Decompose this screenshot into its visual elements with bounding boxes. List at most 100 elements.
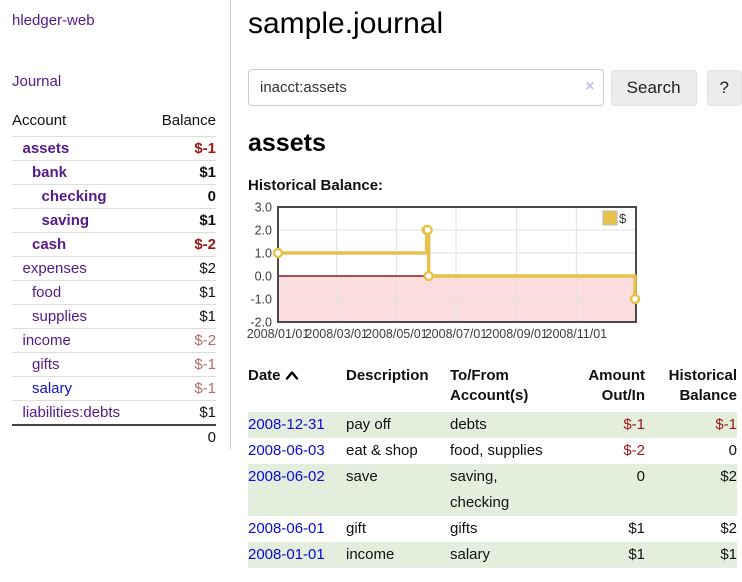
total-spacer <box>12 424 148 449</box>
register-header-row: Date Description To/From Account(s) Amou… <box>248 366 737 412</box>
transaction-amount: $-1 <box>623 416 645 433</box>
y-tick-label: 0.0 <box>255 270 272 284</box>
search-input[interactable] <box>248 69 604 106</box>
search-form: × Search ? <box>248 69 742 106</box>
account-link-supplies[interactable]: supplies <box>32 308 88 325</box>
transaction-balance: $2 <box>720 520 737 537</box>
data-point-marker <box>423 270 434 282</box>
transaction-accounts: saving, checking <box>450 468 510 511</box>
clear-search-icon[interactable]: × <box>585 78 595 95</box>
account-heading: assets <box>248 129 326 157</box>
y-tick-label: 2.0 <box>255 224 272 238</box>
chart-label: Historical Balance: <box>248 177 384 194</box>
page-title: sample.journal <box>248 7 444 40</box>
account-link-saving[interactable]: saving <box>41 212 90 229</box>
transaction-date-link[interactable]: 2008-06-03 <box>248 442 325 459</box>
transaction-balance: $-1 <box>715 416 737 433</box>
account-link-checking[interactable]: checking <box>41 188 107 205</box>
legend-swatch <box>602 210 618 226</box>
sidebar-item-journal[interactable]: Journal <box>12 73 62 90</box>
account-link-food[interactable]: food <box>32 284 62 301</box>
account-balance: $1 <box>147 280 216 305</box>
account-link-assets[interactable]: assets <box>22 140 70 157</box>
transaction-balance: $1 <box>720 546 737 563</box>
main-content: sample.journal × Search ? assets Histori… <box>247 0 742 568</box>
accounts-total-value: 0 <box>147 424 216 449</box>
x-tick-label: 2008/01/01 <box>247 327 310 341</box>
account-link-bank[interactable]: bank <box>32 164 68 181</box>
account-row: saving $1 <box>12 208 216 233</box>
register-row[interactable]: 2008-06-03 eat & shop food, supplies $-2 0 <box>248 438 737 464</box>
accounts-total-row: 0 <box>12 424 216 449</box>
transaction-date-link[interactable]: 2008-06-02 <box>248 468 325 485</box>
transaction-amount: $1 <box>628 546 645 563</box>
account-balance: $-1 <box>147 136 216 161</box>
transaction-description: pay off <box>346 416 391 433</box>
y-tick-label: -1.0 <box>250 293 272 307</box>
transaction-amount: $-2 <box>623 442 645 459</box>
transaction-accounts: debts <box>450 416 487 433</box>
transaction-balance: $2 <box>720 468 737 485</box>
account-row: supplies $1 <box>12 304 216 329</box>
brand-link[interactable]: hledger-web <box>12 12 95 29</box>
search-button[interactable]: Search <box>610 69 697 106</box>
account-column-header: Account <box>12 112 67 129</box>
account-row: bank $1 <box>12 160 216 185</box>
date-column-header[interactable]: Date <box>248 366 346 412</box>
register-row[interactable]: 2008-01-01 income salary $1 $1 <box>248 542 737 568</box>
balance-column-header: Balance <box>161 112 216 129</box>
register-row[interactable]: 2008-06-02 save saving, checking 0 $2 <box>248 464 737 516</box>
transaction-accounts: salary <box>450 546 491 563</box>
help-button[interactable]: ? <box>706 69 742 106</box>
transaction-balance: 0 <box>728 442 737 459</box>
sidebar: hledger-web Journal Account Balance asse… <box>0 0 231 449</box>
sort-chevron-up-icon <box>285 367 299 387</box>
account-link-expenses[interactable]: expenses <box>22 260 87 277</box>
account-balance: $1 <box>147 208 216 233</box>
transaction-date-link[interactable]: 2008-06-01 <box>248 520 325 537</box>
account-row: expenses $2 <box>12 256 216 281</box>
balance-column-header-main: Historical Balance <box>668 367 737 404</box>
account-link-gifts[interactable]: gifts <box>32 356 60 373</box>
account-row: salary $-1 <box>12 376 216 401</box>
y-tick-label: 3.0 <box>255 201 272 215</box>
x-tick-label: 2008/11/01 <box>546 327 608 341</box>
x-tick-label: 2008/03/01 <box>305 327 368 341</box>
account-row: liabilities:debts $1 <box>12 400 216 425</box>
historical-balance-chart: $3.0 2.0 1.0 0.0 -1.0 -2.0 2008/01/01 2008/03/0… <box>247 201 742 351</box>
account-link-salary[interactable]: salary <box>32 380 73 397</box>
account-table-header: Account Balance <box>12 110 216 137</box>
account-balance: $-2 <box>147 232 216 257</box>
transaction-description: gift <box>346 520 367 537</box>
account-balance: 0 <box>147 184 216 209</box>
accounts-column-header: To/From Account(s) <box>450 367 529 404</box>
transaction-description: income <box>346 546 395 563</box>
transaction-date-link[interactable]: 2008-12-31 <box>248 416 325 433</box>
account-row: cash $-2 <box>12 232 216 257</box>
account-balance: $-2 <box>147 328 216 353</box>
plot-border <box>277 206 637 323</box>
register-row[interactable]: 2008-06-01 gift gifts $1 $2 <box>248 516 737 542</box>
transaction-date-link[interactable]: 2008-01-01 <box>248 546 325 563</box>
data-point-marker <box>272 247 284 259</box>
account-balance: $1 <box>147 400 216 425</box>
account-row: assets $-1 <box>12 136 216 161</box>
transaction-description: save <box>346 468 378 485</box>
account-row: checking 0 <box>12 184 216 209</box>
x-tick-label: 2008/07/01 <box>425 327 488 341</box>
register-row[interactable]: 2008-12-31 pay off debts $-1 $-1 <box>248 412 737 438</box>
legend-label: $ <box>619 211 627 226</box>
account-link-income[interactable]: income <box>22 332 71 349</box>
transaction-accounts: gifts <box>450 520 478 537</box>
account-balance: $-1 <box>147 376 216 401</box>
balance-chart-svg: $3.0 2.0 1.0 0.0 -1.0 -2.02008/01/012008/03/0… <box>247 201 641 341</box>
account-link-liabilities-debts[interactable]: liabilities:debts <box>22 404 121 421</box>
data-point-marker <box>629 293 641 305</box>
amount-column-header: Amount Out/In <box>588 367 645 404</box>
data-point-marker <box>422 224 433 236</box>
description-column-header: Description <box>346 367 429 384</box>
transaction-amount: $1 <box>628 520 645 537</box>
account-link-cash[interactable]: cash <box>32 236 67 253</box>
account-row: gifts $-1 <box>12 352 216 377</box>
account-row: income $-2 <box>12 328 216 353</box>
